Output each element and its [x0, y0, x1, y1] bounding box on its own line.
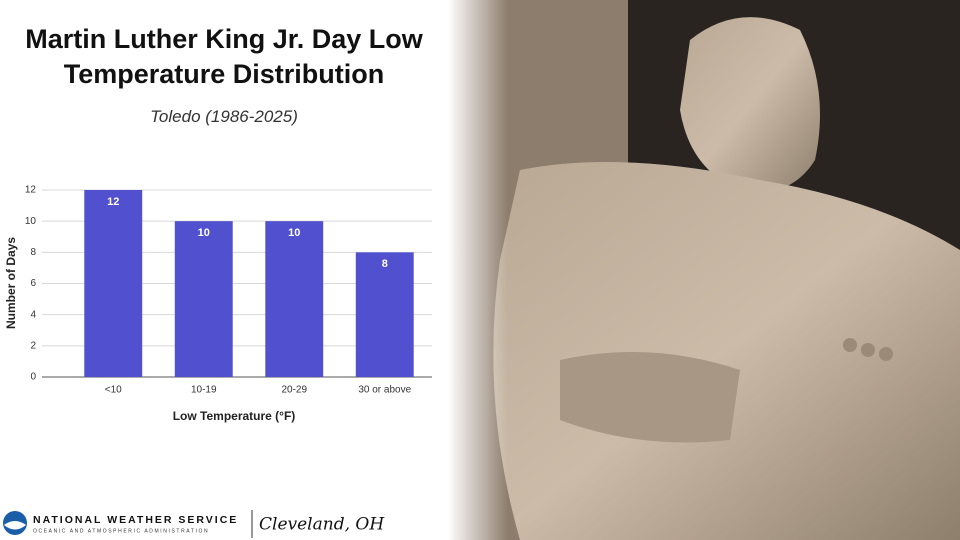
x-tick-label: 20-29: [281, 385, 307, 396]
chart-subtitle: Toledo (1986-2025): [150, 107, 298, 126]
x-tick-label: 30 or above: [358, 385, 411, 396]
bar: [174, 221, 233, 377]
chart-title: Martin Luther King Jr. Day Low Temperatu…: [25, 24, 423, 89]
data-label: 10: [288, 227, 300, 239]
y-tick-label: 12: [25, 185, 37, 196]
y-tick-label: 2: [30, 340, 36, 351]
y-tick-label: 8: [30, 247, 36, 258]
office-name: Cleveland, OH: [259, 515, 385, 535]
y-tick-label: 4: [30, 309, 36, 320]
bar: [355, 252, 414, 377]
y-axis-title: Number of Days: [4, 237, 18, 329]
footer: NATIONAL WEATHER SERVICE OCEANIC AND ATM…: [3, 510, 385, 538]
data-label: 8: [382, 258, 388, 270]
data-label: 10: [198, 227, 210, 239]
agency-subname: OCEANIC AND ATMOSPHERIC ADMINISTRATION: [33, 528, 209, 534]
x-tick-label: 10-19: [191, 385, 217, 396]
chart: Number of Days Low Temperature (°F) 0 2 4 6…: [4, 185, 432, 423]
bar: [84, 190, 143, 377]
noaa-logo-wave: [4, 521, 26, 530]
x-axis-title: Low Temperature (°F): [173, 409, 296, 423]
y-tick-label: 0: [30, 372, 36, 383]
x-tick-label: <10: [105, 385, 122, 396]
agency-name: NATIONAL WEATHER SERVICE: [33, 514, 238, 526]
bar: [265, 221, 324, 377]
y-tick-label: 6: [30, 278, 36, 289]
data-label: 12: [107, 196, 119, 208]
y-tick-label: 10: [25, 216, 37, 227]
